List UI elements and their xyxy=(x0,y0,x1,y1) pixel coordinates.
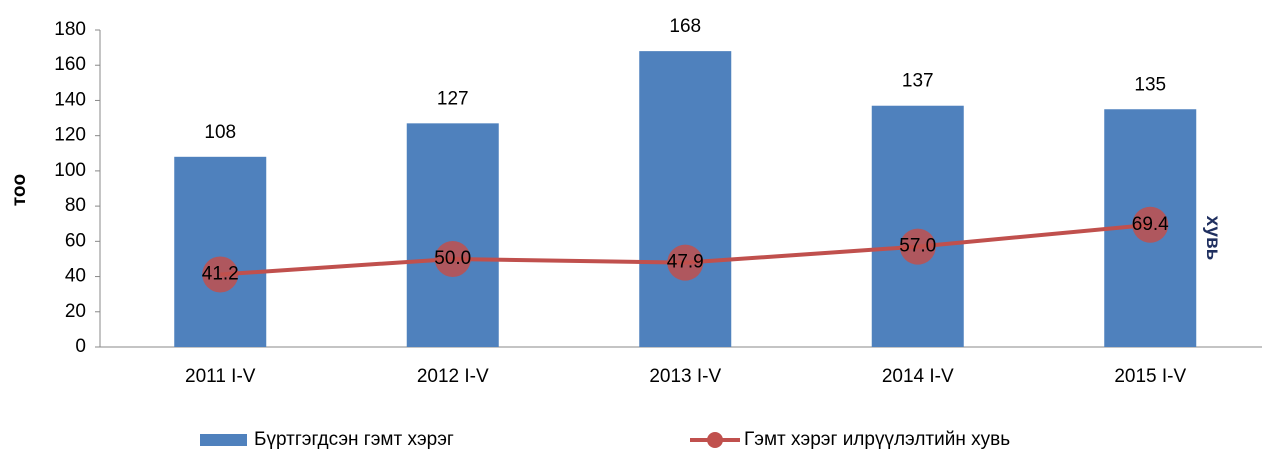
legend-marker xyxy=(707,432,723,448)
y2-axis-title: хувь xyxy=(1202,216,1223,261)
line-value-label: 50.0 xyxy=(434,248,471,269)
legend-label: Бүртгэгдсэн гэмт хэрэг xyxy=(254,429,454,450)
line-marker xyxy=(667,244,704,281)
y-tick-label: 80 xyxy=(65,195,86,216)
y-tick-label: 20 xyxy=(65,301,86,322)
bar xyxy=(871,105,964,347)
y-tick-label: 40 xyxy=(65,266,86,287)
bar-value-label: 127 xyxy=(437,88,469,109)
bar xyxy=(406,123,499,347)
line-marker xyxy=(899,228,936,265)
y-tick-label: 100 xyxy=(54,160,86,181)
bar-value-label: 108 xyxy=(204,122,236,143)
x-tick-label: 2015 I-V xyxy=(1114,366,1186,387)
line-value-label: 47.9 xyxy=(667,252,704,273)
x-tick-label: 2013 I-V xyxy=(649,366,721,387)
legend-swatch xyxy=(200,434,247,446)
y-tick-label: 120 xyxy=(54,125,86,146)
bar xyxy=(639,51,732,348)
bar-value-label: 168 xyxy=(669,16,701,37)
x-tick-label: 2012 I-V xyxy=(417,366,489,387)
y-tick-label: 160 xyxy=(54,54,86,75)
y-tick-label: 60 xyxy=(65,230,86,251)
bar-value-label: 135 xyxy=(1134,74,1166,95)
x-tick-label: 2014 I-V xyxy=(882,366,954,387)
legend-label: Гэмт хэрэг илрүүлэлтийн хувь xyxy=(744,429,1010,450)
y-tick-label: 140 xyxy=(54,89,86,110)
line-value-label: 57.0 xyxy=(899,236,936,257)
line-marker xyxy=(1132,206,1169,243)
bar-value-label: 137 xyxy=(902,71,934,92)
x-tick-label: 2011 I-V xyxy=(185,366,256,387)
line-marker xyxy=(202,256,239,293)
line-value-label: 41.2 xyxy=(202,263,239,284)
y-axis-title: тоо xyxy=(9,174,30,206)
line-value-label: 69.4 xyxy=(1132,214,1169,235)
line-marker xyxy=(434,240,471,277)
bar xyxy=(174,156,267,347)
y-tick-label: 180 xyxy=(54,19,86,40)
y-tick-label: 0 xyxy=(75,336,86,357)
